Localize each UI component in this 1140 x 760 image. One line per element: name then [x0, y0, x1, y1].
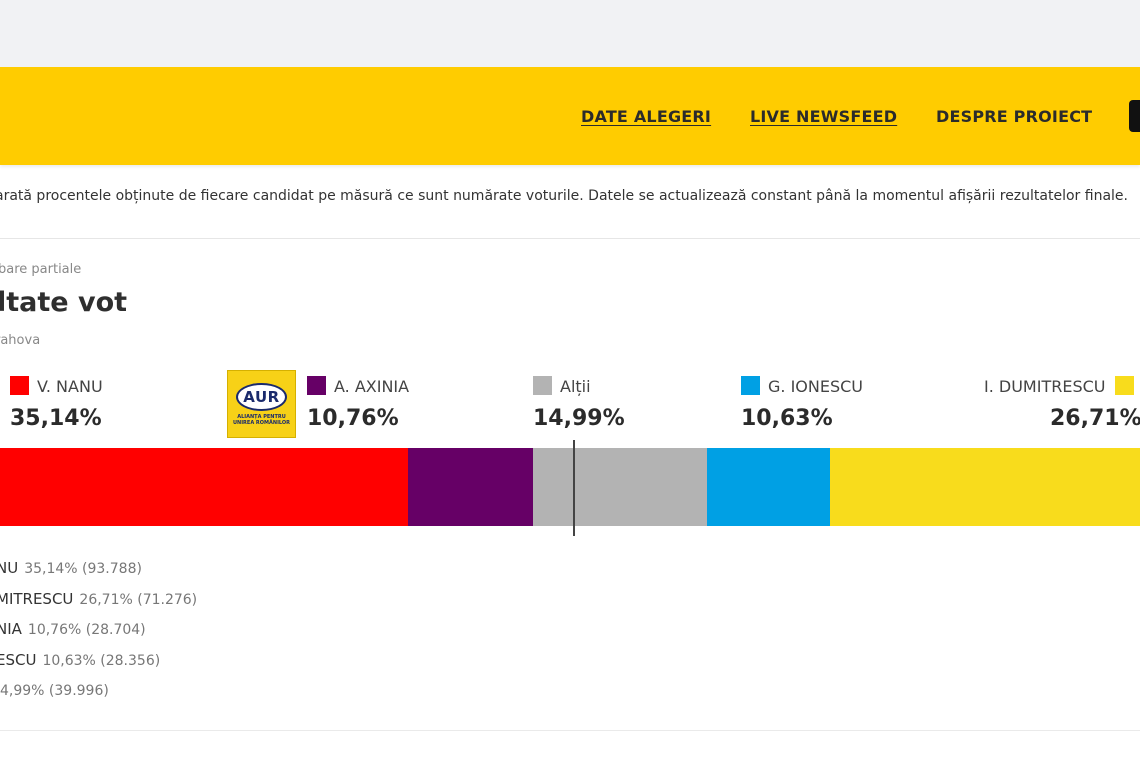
- list-item: NU 35,14% (93.788): [0, 559, 197, 590]
- nav-link-date-alegeri[interactable]: DATE ALEGERI: [581, 107, 712, 126]
- candidate-percent: 35,14%: [10, 406, 102, 431]
- result-name: NU: [0, 559, 19, 577]
- bar-segment-5: [829, 448, 1140, 526]
- page-title: ltate vot: [0, 287, 128, 318]
- result-name: MITRESCU: [0, 589, 74, 608]
- results-stacked-bar: [0, 448, 1140, 526]
- nav-cta-button[interactable]: [1129, 100, 1140, 132]
- candidate-percent: 14,99%: [533, 406, 625, 431]
- color-swatch: [1115, 376, 1135, 395]
- candidate-altii: Alții 14,99%: [533, 376, 625, 431]
- result-value: 10,76% (28.704): [27, 622, 146, 638]
- candidate-nanu: V. NANU 35,14%: [10, 376, 103, 431]
- status-label: bare partiale: [0, 262, 82, 277]
- nav-link-despre-proiect[interactable]: DESPRE PROIECT: [936, 107, 1093, 126]
- candidate-name: V. NANU: [37, 377, 103, 396]
- candidate-axinia: A. AXINIA 10,76%: [307, 376, 410, 431]
- aur-party-logo: AUR ALIANȚA PENTRU UNIREA ROMÂNILOR: [227, 370, 296, 438]
- color-swatch: [10, 376, 29, 395]
- result-value: 26,71% (71.276): [79, 591, 198, 608]
- candidate-name: I. DUMITRESCU: [984, 377, 1106, 396]
- color-swatch: [533, 376, 552, 395]
- color-swatch: [741, 376, 760, 395]
- result-name: ESCU: [0, 650, 37, 669]
- candidate-percent: 10,76%: [307, 406, 399, 431]
- list-item: ESCU 10,63% (28.356): [0, 651, 197, 682]
- candidate-ionescu: G. IONESCU 10,63%: [741, 376, 863, 431]
- candidate-percent: 26,71%: [1050, 406, 1140, 431]
- bar-segment-2: [407, 448, 533, 526]
- divider: [0, 730, 1140, 731]
- region-label: rahova: [0, 333, 41, 348]
- list-item: NIA 10,76% (28.704): [0, 620, 197, 651]
- bar-segment-1: [0, 448, 408, 526]
- site-navbar: DATE ALEGERI LIVE NEWSFEED DESPRE PROIEC…: [0, 67, 1140, 165]
- bar-segment-4: [706, 448, 830, 526]
- majority-marker: [573, 440, 575, 536]
- list-item: 4,99% (39.996): [0, 681, 197, 712]
- list-item: MITRESCU 26,71% (71.276): [0, 590, 197, 621]
- bar-segment-3: [532, 448, 707, 526]
- candidate-name: G. IONESCU: [768, 377, 863, 396]
- result-value: 35,14% (93.788): [24, 561, 142, 577]
- aur-logo-text: AUR: [236, 382, 287, 411]
- candidate-percent: 10,63%: [741, 406, 833, 431]
- candidate-dumitrescu: I. DUMITRESCU 26,71%: [984, 376, 1140, 431]
- result-name: NIA: [0, 620, 22, 638]
- candidate-name: A. AXINIA: [334, 377, 410, 396]
- divider: [0, 238, 1140, 239]
- intro-text: arată procentele obținute de fiecare can…: [0, 188, 1128, 204]
- result-value: 10,63% (28.356): [42, 652, 161, 669]
- nav-link-live-newsfeed[interactable]: LIVE NEWSFEED: [750, 107, 898, 126]
- results-list: NU 35,14% (93.788) MITRESCU 26,71% (71.276…: [0, 559, 197, 712]
- color-swatch: [307, 376, 326, 395]
- candidate-name: Alții: [560, 377, 591, 396]
- browser-top-strip: [0, 0, 1140, 67]
- aur-logo-subtitle: ALIANȚA PENTRU UNIREA ROMÂNILOR: [232, 413, 291, 426]
- result-value: 4,99% (39.996): [0, 683, 109, 699]
